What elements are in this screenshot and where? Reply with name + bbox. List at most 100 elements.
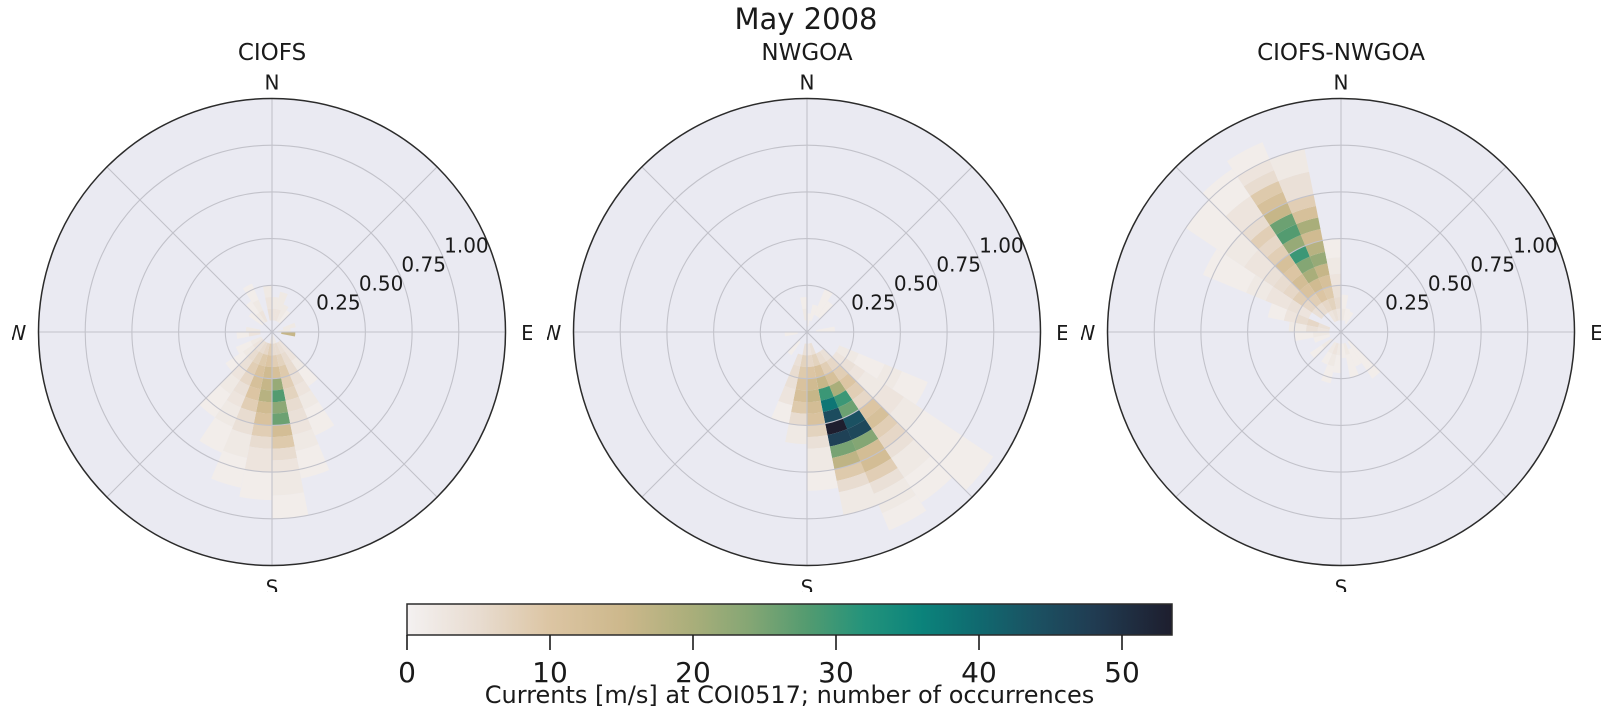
- rose-cell: [1295, 256, 1315, 274]
- colorbar-tick-label: 50: [1104, 656, 1140, 689]
- rose-cell: [1269, 213, 1297, 235]
- rose-cell: [1311, 307, 1325, 320]
- rose-cell: [271, 492, 309, 519]
- rose-cell: [1306, 318, 1320, 328]
- polar-spine: [37, 97, 507, 567]
- rose-cell: [289, 370, 305, 386]
- rose-cell: [892, 371, 928, 405]
- rose-cell: [1328, 310, 1337, 323]
- rose-cell: [1241, 215, 1270, 242]
- colorbar-tick-label: 30: [818, 656, 854, 689]
- rose-cell: [284, 348, 297, 362]
- rose-cell: [840, 357, 856, 374]
- rose-cell: [784, 375, 798, 390]
- figure-title: May 2008: [734, 2, 878, 36]
- rose-cell: [1246, 274, 1274, 301]
- rose-cell: [1294, 331, 1314, 342]
- rose-cell: [1243, 170, 1279, 197]
- rose-cell: [816, 375, 830, 390]
- rose-cell: [1276, 224, 1301, 245]
- rose-cell: [247, 348, 260, 362]
- rose-cell: [806, 412, 826, 426]
- rose-cell: [806, 423, 828, 438]
- rose-cell: [1278, 171, 1314, 203]
- rose-cell: [1289, 245, 1310, 265]
- rose-cell: [287, 407, 308, 424]
- rose-cell: [793, 389, 808, 403]
- rose-cell: [827, 429, 852, 447]
- rose-cell: [281, 331, 296, 337]
- colorbar-gradient: [406, 603, 1173, 636]
- rose-cell: [282, 322, 296, 330]
- polar-spine: [572, 97, 1042, 567]
- rose-cell: [1250, 225, 1277, 250]
- rose-cell: [851, 429, 879, 451]
- rose-cell: [277, 328, 291, 333]
- rose-cell: [1266, 244, 1290, 266]
- rose-cell: [819, 348, 832, 362]
- rose-cell: [842, 409, 866, 430]
- rose-cell: [1336, 343, 1342, 356]
- rose-cell: [834, 461, 866, 481]
- rose-cell: [818, 385, 834, 401]
- rose-cell: [262, 366, 273, 379]
- rose-cell: [789, 364, 801, 378]
- rose-cell: [271, 435, 295, 449]
- radial-tick-label: 0.75: [1470, 252, 1515, 276]
- rose-cell: [1327, 297, 1337, 311]
- rose-cell: [1282, 234, 1306, 255]
- rose-cell: [1202, 249, 1256, 293]
- rose-cell: [1323, 286, 1335, 300]
- rose-cell: [829, 439, 857, 458]
- radial-tick-label: 1.00: [979, 233, 1024, 257]
- rose-cell: [271, 343, 277, 356]
- rose-cell: [271, 446, 297, 461]
- rose-cell: [278, 340, 289, 352]
- rose-cell: [259, 310, 268, 323]
- polar-plot-nwgoa: N E S W 0.250.500.751.00: [547, 72, 1067, 592]
- rose-cell: [1320, 364, 1335, 384]
- rose-cell: [1313, 334, 1331, 343]
- rose-cell: [865, 406, 890, 430]
- rose-cell: [1332, 309, 1339, 322]
- rose-cell: [1256, 191, 1288, 216]
- rose-cell: [233, 380, 250, 397]
- rose-cell: [811, 353, 821, 367]
- rose-cell: [1316, 302, 1329, 316]
- rose-cell: [269, 332, 273, 344]
- rose-cell: [1307, 293, 1322, 308]
- rose-cell: [258, 389, 273, 403]
- rose-cell: [1267, 303, 1288, 321]
- compass-label-w: W: [12, 321, 27, 345]
- rose-cell: [1302, 267, 1319, 284]
- rose-cell: [258, 353, 268, 367]
- rose-cell: [236, 331, 250, 339]
- rose-cell: [806, 343, 812, 356]
- rose-cell: [826, 356, 841, 371]
- rose-cell: [815, 351, 827, 365]
- colorbar-tick-label: 20: [675, 656, 711, 689]
- rose-cell: [832, 365, 849, 381]
- rose-cell: [838, 482, 879, 516]
- rose-cell: [1321, 351, 1333, 365]
- rose-cell: [829, 380, 846, 397]
- rose-cell: [240, 396, 259, 413]
- radial-tick-label: 0.25: [851, 290, 896, 314]
- rose-cell: [252, 299, 264, 313]
- rose-cell: [278, 310, 291, 324]
- rose-cell: [242, 344, 256, 357]
- rose-cell: [294, 380, 311, 397]
- rose-cell: [1263, 265, 1284, 287]
- rose-cell: [869, 467, 905, 494]
- rose-cell: [245, 300, 260, 316]
- rose-cell: [285, 361, 298, 376]
- compass-label-e: E: [1590, 321, 1601, 345]
- colorbar: 0 10 20 30 40 50: [398, 603, 1173, 689]
- rose-cell: [873, 477, 916, 514]
- rose-cell: [788, 412, 808, 426]
- rose-cell: [274, 342, 281, 355]
- rose-cell: [847, 419, 872, 440]
- radial-tick-label: 0.50: [894, 271, 939, 295]
- rose-cell: [211, 450, 247, 488]
